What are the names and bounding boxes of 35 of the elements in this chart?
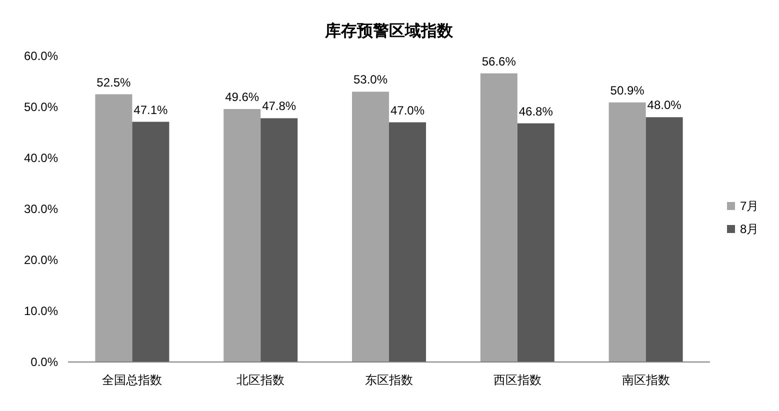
bar: [260, 118, 298, 362]
bar: [389, 122, 426, 362]
bar: [480, 73, 518, 362]
y-tick-label: 20.0%: [24, 253, 58, 267]
bar: [224, 109, 261, 362]
x-tick-label: 西区指数: [493, 373, 542, 387]
chart-title: 库存预警区域指数: [324, 22, 454, 40]
data-label: 56.6%: [482, 54, 516, 68]
x-tick-label: 北区指数: [236, 373, 285, 387]
data-label: 53.0%: [353, 72, 388, 87]
data-label: 49.6%: [225, 90, 260, 104]
x-tick-label: 全国总指数: [102, 373, 162, 387]
data-label: 52.5%: [96, 75, 132, 90]
y-tick-label: 40.0%: [24, 151, 58, 165]
y-tick-label: 0.0%: [30, 355, 58, 369]
legend-label: 7月: [740, 199, 759, 213]
y-tick-label: 10.0%: [24, 304, 58, 318]
y-tick-label: 60.0%: [24, 49, 58, 63]
y-tick-label: 50.0%: [24, 100, 58, 114]
data-label: 47.1%: [134, 102, 168, 117]
x-tick-label: 南区指数: [622, 373, 670, 387]
bar: [95, 94, 132, 362]
bar: [352, 92, 389, 362]
x-tick-label: 东区指数: [365, 373, 413, 387]
bar: [517, 123, 554, 362]
data-label: 48.0%: [647, 98, 682, 112]
y-tick-label: 30.0%: [24, 202, 58, 216]
legend-label: 8月: [740, 222, 759, 236]
data-label: 47.8%: [262, 99, 296, 114]
data-label: 46.8%: [518, 104, 554, 118]
bar: [132, 122, 170, 362]
data-label: 50.9%: [610, 83, 645, 98]
bar: [608, 102, 646, 362]
bar: [646, 117, 683, 362]
data-label: 47.0%: [390, 103, 425, 118]
